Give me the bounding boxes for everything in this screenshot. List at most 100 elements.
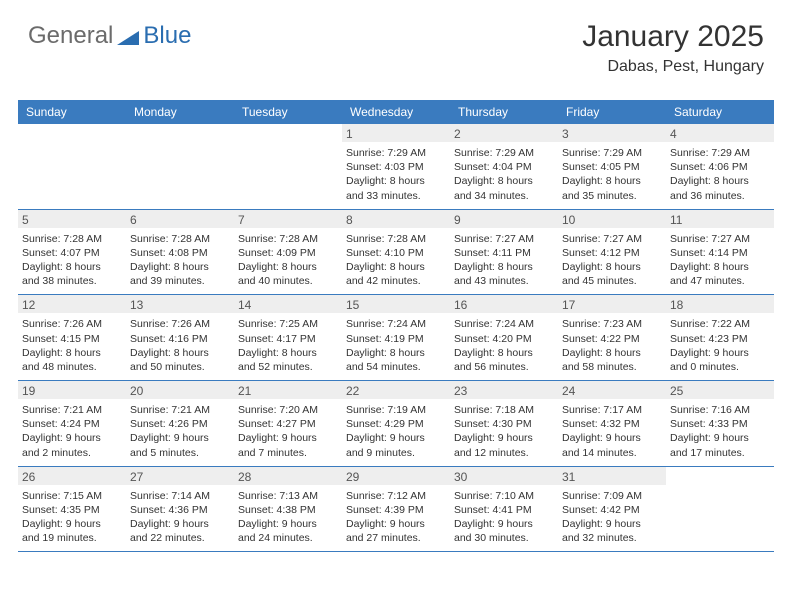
calendar-day-cell (666, 467, 774, 552)
calendar-day-cell: 23Sunrise: 7:18 AMSunset: 4:30 PMDayligh… (450, 381, 558, 466)
sunset-text: Sunset: 4:06 PM (670, 160, 770, 174)
sunrise-text: Sunrise: 7:27 AM (562, 232, 662, 246)
calendar-week-row: 5Sunrise: 7:28 AMSunset: 4:07 PMDaylight… (18, 210, 774, 296)
day-number: 20 (126, 381, 234, 399)
sunset-text: Sunset: 4:33 PM (670, 417, 770, 431)
day-number: 3 (558, 124, 666, 142)
sunset-text: Sunset: 4:08 PM (130, 246, 230, 260)
sunset-text: Sunset: 4:09 PM (238, 246, 338, 260)
sunrise-text: Sunrise: 7:12 AM (346, 489, 446, 503)
sunrise-text: Sunrise: 7:20 AM (238, 403, 338, 417)
weekday-header: Tuesday (234, 105, 342, 119)
daylight1-text: Daylight: 9 hours (346, 431, 446, 445)
header: General Blue January 2025 Dabas, Pest, H… (0, 0, 792, 100)
day-number-empty (126, 124, 234, 142)
day-number: 22 (342, 381, 450, 399)
sunset-text: Sunset: 4:14 PM (670, 246, 770, 260)
daylight1-text: Daylight: 8 hours (22, 260, 122, 274)
calendar-day-cell: 8Sunrise: 7:28 AMSunset: 4:10 PMDaylight… (342, 210, 450, 295)
daylight1-text: Daylight: 9 hours (562, 517, 662, 531)
calendar-day-cell: 21Sunrise: 7:20 AMSunset: 4:27 PMDayligh… (234, 381, 342, 466)
calendar-day-cell: 2Sunrise: 7:29 AMSunset: 4:04 PMDaylight… (450, 124, 558, 209)
daylight1-text: Daylight: 8 hours (22, 346, 122, 360)
day-number: 30 (450, 467, 558, 485)
sunset-text: Sunset: 4:30 PM (454, 417, 554, 431)
calendar-day-cell: 1Sunrise: 7:29 AMSunset: 4:03 PMDaylight… (342, 124, 450, 209)
sunrise-text: Sunrise: 7:22 AM (670, 317, 770, 331)
day-number: 14 (234, 295, 342, 313)
daylight1-text: Daylight: 8 hours (454, 260, 554, 274)
sunset-text: Sunset: 4:16 PM (130, 332, 230, 346)
day-number: 5 (18, 210, 126, 228)
day-number-empty (18, 124, 126, 142)
sunset-text: Sunset: 4:42 PM (562, 503, 662, 517)
daylight2-text: and 54 minutes. (346, 360, 446, 374)
sunset-text: Sunset: 4:15 PM (22, 332, 122, 346)
sunset-text: Sunset: 4:32 PM (562, 417, 662, 431)
daylight1-text: Daylight: 8 hours (238, 260, 338, 274)
sunset-text: Sunset: 4:07 PM (22, 246, 122, 260)
logo-word1: General (28, 22, 113, 50)
calendar-day-cell: 11Sunrise: 7:27 AMSunset: 4:14 PMDayligh… (666, 210, 774, 295)
sunset-text: Sunset: 4:23 PM (670, 332, 770, 346)
page-title: January 2025 (582, 20, 764, 54)
sunset-text: Sunset: 4:36 PM (130, 503, 230, 517)
calendar-day-cell: 9Sunrise: 7:27 AMSunset: 4:11 PMDaylight… (450, 210, 558, 295)
sunrise-text: Sunrise: 7:23 AM (562, 317, 662, 331)
sunset-text: Sunset: 4:05 PM (562, 160, 662, 174)
day-number: 7 (234, 210, 342, 228)
daylight2-text: and 39 minutes. (130, 274, 230, 288)
sunset-text: Sunset: 4:19 PM (346, 332, 446, 346)
calendar-day-cell: 16Sunrise: 7:24 AMSunset: 4:20 PMDayligh… (450, 295, 558, 380)
day-number: 13 (126, 295, 234, 313)
sunset-text: Sunset: 4:10 PM (346, 246, 446, 260)
daylight1-text: Daylight: 9 hours (562, 431, 662, 445)
daylight1-text: Daylight: 8 hours (130, 260, 230, 274)
daylight1-text: Daylight: 8 hours (562, 174, 662, 188)
sunrise-text: Sunrise: 7:09 AM (562, 489, 662, 503)
sunrise-text: Sunrise: 7:28 AM (130, 232, 230, 246)
calendar-week-row: 1Sunrise: 7:29 AMSunset: 4:03 PMDaylight… (18, 124, 774, 210)
daylight2-text: and 22 minutes. (130, 531, 230, 545)
daylight1-text: Daylight: 8 hours (238, 346, 338, 360)
daylight2-text: and 50 minutes. (130, 360, 230, 374)
daylight1-text: Daylight: 9 hours (22, 431, 122, 445)
calendar-day-cell: 7Sunrise: 7:28 AMSunset: 4:09 PMDaylight… (234, 210, 342, 295)
weekday-header: Monday (126, 105, 234, 119)
weekday-header-row: Sunday Monday Tuesday Wednesday Thursday… (18, 100, 774, 124)
sunset-text: Sunset: 4:22 PM (562, 332, 662, 346)
daylight2-text: and 43 minutes. (454, 274, 554, 288)
sunrise-text: Sunrise: 7:27 AM (670, 232, 770, 246)
calendar-day-cell: 30Sunrise: 7:10 AMSunset: 4:41 PMDayligh… (450, 467, 558, 552)
daylight2-text: and 0 minutes. (670, 360, 770, 374)
calendar-day-cell: 28Sunrise: 7:13 AMSunset: 4:38 PMDayligh… (234, 467, 342, 552)
daylight2-text: and 5 minutes. (130, 446, 230, 460)
daylight2-text: and 36 minutes. (670, 189, 770, 203)
calendar-day-cell: 4Sunrise: 7:29 AMSunset: 4:06 PMDaylight… (666, 124, 774, 209)
calendar-day-cell (18, 124, 126, 209)
day-number: 19 (18, 381, 126, 399)
calendar-day-cell: 6Sunrise: 7:28 AMSunset: 4:08 PMDaylight… (126, 210, 234, 295)
day-number-empty (666, 467, 774, 485)
sunset-text: Sunset: 4:35 PM (22, 503, 122, 517)
daylight1-text: Daylight: 8 hours (130, 346, 230, 360)
calendar-day-cell (234, 124, 342, 209)
day-number: 15 (342, 295, 450, 313)
weekday-header: Wednesday (342, 105, 450, 119)
calendar-week-row: 12Sunrise: 7:26 AMSunset: 4:15 PMDayligh… (18, 295, 774, 381)
day-number: 2 (450, 124, 558, 142)
sunset-text: Sunset: 4:27 PM (238, 417, 338, 431)
daylight2-text: and 9 minutes. (346, 446, 446, 460)
sunset-text: Sunset: 4:26 PM (130, 417, 230, 431)
daylight1-text: Daylight: 9 hours (346, 517, 446, 531)
sunrise-text: Sunrise: 7:26 AM (130, 317, 230, 331)
sunrise-text: Sunrise: 7:10 AM (454, 489, 554, 503)
sunrise-text: Sunrise: 7:13 AM (238, 489, 338, 503)
sunrise-text: Sunrise: 7:27 AM (454, 232, 554, 246)
day-number: 21 (234, 381, 342, 399)
daylight1-text: Daylight: 9 hours (238, 517, 338, 531)
calendar-day-cell: 20Sunrise: 7:21 AMSunset: 4:26 PMDayligh… (126, 381, 234, 466)
logo-triangle-icon (117, 27, 139, 45)
calendar-day-cell: 25Sunrise: 7:16 AMSunset: 4:33 PMDayligh… (666, 381, 774, 466)
daylight2-text: and 35 minutes. (562, 189, 662, 203)
